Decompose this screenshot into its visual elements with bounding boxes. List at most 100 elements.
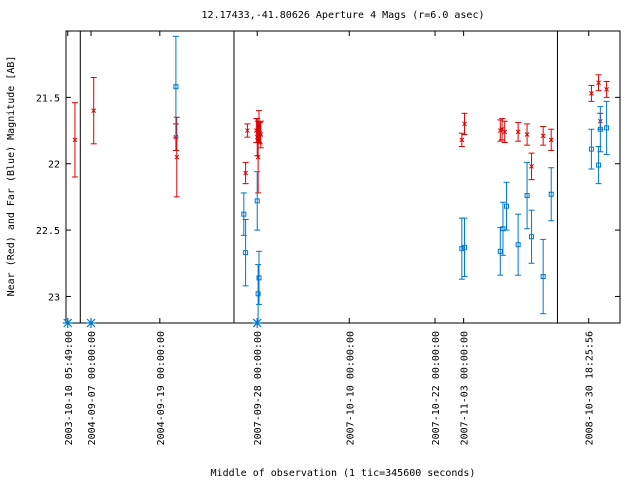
near-marker-19 — [529, 164, 534, 169]
far-marker-9 — [500, 226, 506, 232]
far-point-10 — [503, 181, 510, 231]
near-marker-18 — [524, 132, 530, 137]
near-point-22 — [588, 84, 595, 102]
near-marker-22 — [589, 91, 594, 96]
far-point-8 — [497, 226, 504, 276]
y-tick-label-1: 22 — [48, 160, 60, 171]
near-point-23 — [595, 74, 602, 92]
x-tick-label-5: 2007-10-22 00:00:00 — [431, 331, 442, 445]
near-point-18 — [524, 123, 531, 146]
near-point-16 — [501, 120, 508, 143]
x-tick-label-3: 2007-09-28 00:00:00 — [253, 331, 264, 445]
far-marker-10 — [504, 203, 510, 209]
far-marker-8 — [497, 248, 503, 254]
near-marker-17 — [515, 129, 521, 135]
near-marker-23 — [596, 80, 601, 86]
x-tick-label-1: 2004-09-07 00:00:00 — [87, 331, 98, 445]
near-marker-4 — [243, 170, 248, 176]
far-point-6 — [458, 217, 465, 280]
far-marker-7 — [462, 244, 468, 250]
near-point-15 — [499, 118, 506, 141]
far-marker-18 — [597, 126, 603, 132]
near-point-3 — [173, 116, 180, 198]
far-point-4 — [255, 264, 262, 324]
far-point-5 — [256, 250, 263, 305]
plot-frame — [65, 30, 621, 324]
near-point-0 — [71, 102, 78, 178]
upper-limit-point-0 — [62, 318, 73, 328]
chart-title: 12.17433,-41.80626 Aperture 4 Mags (r=6.… — [202, 10, 485, 21]
x-tick-label-4: 2007-10-10 00:00:00 — [345, 331, 356, 445]
far-point-16 — [588, 128, 595, 170]
x-tick-label-6: 2007-11-03 00:00:00 — [460, 331, 471, 445]
x-tick-label-0: 2003-10-10 05:49:00 — [64, 331, 75, 445]
limit-marker-2 — [252, 318, 263, 328]
y-axis-label: Near (Red) and Far (Blue) Magnitude [AB] — [6, 56, 17, 297]
far-point-3 — [254, 171, 261, 231]
near-marker-5 — [245, 128, 250, 133]
near-marker-11 — [258, 132, 264, 137]
near-marker-16 — [502, 129, 508, 135]
far-point-11 — [515, 213, 522, 276]
near-point-21 — [548, 128, 555, 151]
far-marker-14 — [540, 274, 546, 280]
far-marker-19 — [604, 125, 610, 131]
near-point-13 — [461, 112, 468, 136]
far-point-15 — [548, 167, 555, 222]
far-marker-11 — [515, 242, 521, 248]
plot-border — [65, 30, 621, 324]
x-axis: 2003-10-10 05:49:00 2004-09-07 00:00:00 20… — [64, 31, 596, 445]
near-point-5 — [244, 123, 251, 138]
x-tick-label-7: 2008-10-30 18:25:56 — [585, 331, 596, 445]
far-marker-16 — [588, 146, 594, 152]
near-point-11 — [257, 120, 264, 149]
far-point-13 — [528, 209, 535, 264]
near-point-20 — [540, 126, 547, 146]
far-marker-17 — [596, 162, 602, 168]
limit-marker-0 — [62, 318, 73, 328]
near-point-1 — [90, 76, 97, 145]
near-marker-20 — [540, 133, 546, 139]
x-axis-label: Middle of observation (1 tic=345600 seco… — [211, 468, 476, 479]
near-marker-25 — [604, 87, 609, 92]
far-marker-0 — [173, 84, 179, 90]
far-marker-6 — [459, 246, 465, 252]
far-point-1 — [240, 192, 247, 236]
y-tick-label-0: 21.5 — [36, 93, 60, 104]
far-point-2 — [242, 218, 249, 287]
gap-dividers — [79, 31, 558, 323]
far-point-0 — [172, 35, 179, 138]
near-marker-13 — [462, 121, 467, 127]
x-tick-label-2: 2004-09-19 00:00:00 — [156, 331, 167, 445]
near-point-4 — [242, 161, 249, 185]
near-marker-8 — [255, 154, 261, 160]
far-marker-3 — [254, 198, 260, 204]
near-point-17 — [515, 122, 522, 142]
far-marker-4 — [255, 291, 261, 297]
far-point-9 — [499, 201, 506, 256]
near-point-19 — [528, 152, 535, 181]
far-point-12 — [524, 161, 531, 230]
far-marker-13 — [529, 234, 535, 240]
y-tick-label-2: 22.5 — [36, 226, 60, 237]
far-point-7 — [461, 217, 468, 278]
near-marker-3 — [174, 154, 180, 160]
upper-limit-point-1 — [86, 318, 97, 328]
far-marker-15 — [548, 191, 554, 197]
y-tick-label-3: 23 — [48, 292, 60, 303]
far-point-14 — [540, 238, 547, 315]
limit-marker-1 — [86, 318, 97, 328]
near-point-25 — [603, 80, 610, 98]
far-point-18 — [597, 106, 604, 153]
near-marker-1 — [91, 108, 97, 113]
far-marker-5 — [256, 275, 262, 281]
far-marker-1 — [241, 211, 247, 217]
near-marker-12 — [459, 137, 465, 143]
far-marker-12 — [524, 193, 530, 199]
near-point-12 — [458, 132, 465, 147]
y-axis: 21.5 22 22.5 23 — [36, 93, 620, 303]
near-marker-21 — [548, 137, 554, 143]
upper-limit-point-2 — [252, 318, 263, 328]
far-point-19 — [603, 100, 610, 155]
